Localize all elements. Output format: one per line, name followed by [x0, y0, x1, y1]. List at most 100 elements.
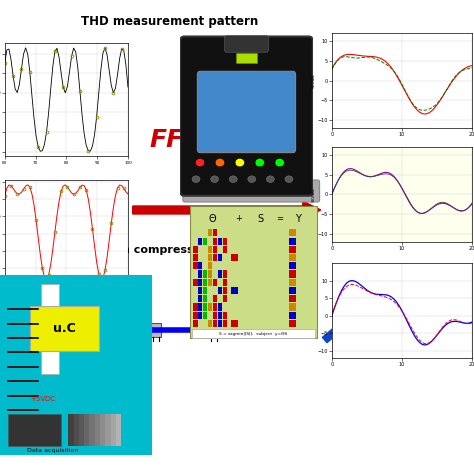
Bar — [203, 246, 207, 253]
Ellipse shape — [235, 158, 245, 167]
Text: CS: CS — [239, 265, 268, 284]
Bar — [208, 262, 212, 269]
Bar — [213, 287, 217, 294]
Bar — [218, 287, 222, 294]
Bar — [193, 303, 198, 310]
Bar — [213, 320, 217, 327]
Bar — [218, 246, 222, 253]
Bar — [230, 229, 237, 237]
Bar — [208, 271, 212, 278]
Bar — [218, 320, 222, 327]
Bar — [223, 295, 227, 302]
Bar — [198, 311, 202, 319]
Bar — [230, 237, 237, 245]
Bar — [198, 229, 202, 237]
Bar — [193, 271, 198, 278]
Bar — [203, 271, 207, 278]
Ellipse shape — [195, 158, 205, 167]
Bar — [8, 414, 61, 446]
Bar — [208, 237, 212, 245]
Bar — [223, 271, 227, 278]
Text: u.C: u.C — [53, 321, 76, 335]
FancyBboxPatch shape — [225, 36, 268, 52]
Text: FFT: FFT — [150, 128, 201, 152]
Bar — [213, 303, 217, 310]
Text: +: + — [235, 214, 242, 223]
Bar — [208, 279, 212, 286]
Y-axis label: SIGNAL: SIGNAL — [312, 187, 316, 202]
Bar — [203, 303, 207, 310]
Bar — [213, 295, 217, 302]
Bar — [223, 254, 227, 261]
Bar — [198, 262, 202, 269]
Bar — [218, 271, 222, 278]
Bar — [198, 320, 202, 327]
Y-axis label: SIGNAL: SIGNAL — [312, 73, 316, 88]
Bar — [208, 295, 212, 302]
Bar — [218, 262, 222, 269]
FancyBboxPatch shape — [236, 53, 257, 63]
Text: Data acquisition: Data acquisition — [27, 448, 79, 453]
Bar — [203, 287, 207, 294]
Bar — [218, 254, 222, 261]
Bar — [116, 414, 121, 446]
Bar — [230, 295, 237, 302]
Bar — [203, 262, 207, 269]
Bar — [223, 303, 227, 310]
Bar — [290, 246, 296, 253]
Bar — [213, 279, 217, 286]
Bar — [290, 237, 296, 245]
Text: Erro calcu: Erro calcu — [344, 228, 385, 237]
Bar — [218, 303, 222, 310]
Text: The obtained: The obtained — [344, 68, 399, 77]
Bar — [208, 320, 212, 327]
Bar — [230, 287, 237, 294]
Bar — [198, 254, 202, 261]
Bar — [208, 303, 212, 310]
Bar — [230, 271, 237, 278]
Bar — [68, 414, 73, 446]
Bar — [193, 287, 198, 294]
Bar — [290, 311, 296, 319]
Bar — [111, 414, 116, 446]
Bar — [230, 246, 237, 253]
Bar — [213, 246, 217, 253]
Text: THD localized with compressed sensing: THD localized with compressed sensing — [14, 245, 261, 255]
Bar — [208, 229, 212, 237]
Bar — [230, 279, 237, 286]
Bar — [84, 414, 90, 446]
FancyBboxPatch shape — [183, 180, 319, 202]
Ellipse shape — [210, 176, 219, 182]
Bar — [230, 311, 237, 319]
Ellipse shape — [229, 176, 237, 182]
Bar — [193, 237, 198, 245]
Bar — [213, 311, 217, 319]
Bar — [223, 237, 227, 245]
Bar — [79, 414, 84, 446]
Bar — [203, 237, 207, 245]
Text: +5VDC: +5VDC — [30, 396, 55, 402]
Bar — [213, 271, 217, 278]
Bar — [90, 414, 95, 446]
Bar — [198, 279, 202, 286]
Ellipse shape — [275, 158, 284, 167]
Text: Θ: Θ — [209, 214, 217, 224]
Bar — [105, 414, 111, 446]
Bar — [290, 320, 296, 327]
Bar — [218, 295, 222, 302]
Bar — [193, 311, 198, 319]
Text: S = argmin||S||,  subject  y=ΘS: S = argmin||S||, subject y=ΘS — [219, 332, 288, 336]
Bar — [193, 246, 198, 253]
Bar — [203, 295, 207, 302]
Text: =: = — [276, 214, 283, 223]
Bar — [290, 287, 296, 294]
Bar — [208, 254, 212, 261]
FancyBboxPatch shape — [192, 329, 315, 338]
Bar — [198, 246, 202, 253]
Bar — [223, 229, 227, 237]
Ellipse shape — [248, 176, 256, 182]
FancyBboxPatch shape — [180, 36, 313, 196]
Bar — [213, 262, 217, 269]
Bar — [223, 262, 227, 269]
Bar — [290, 254, 296, 261]
